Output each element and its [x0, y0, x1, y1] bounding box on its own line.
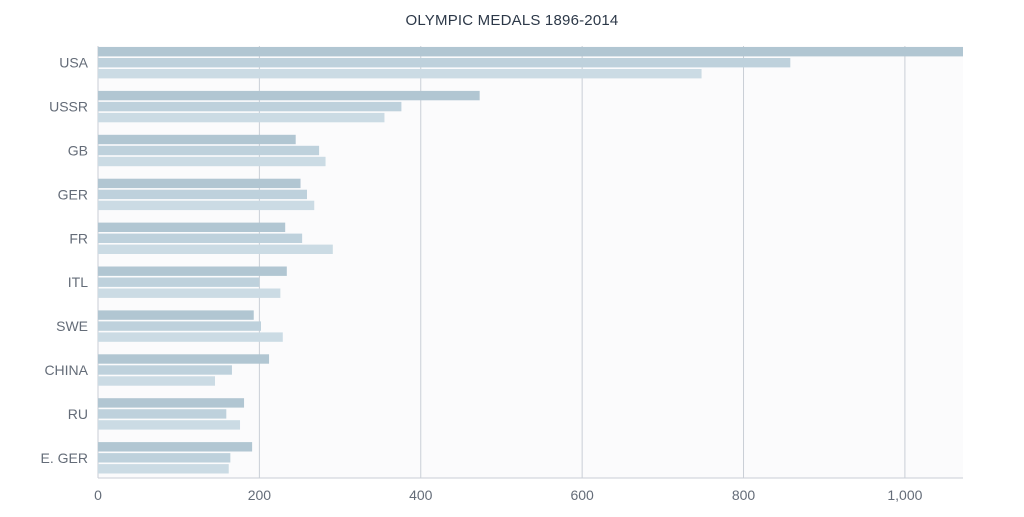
bar-ger-3 — [98, 200, 315, 211]
bar-e-ger-3 — [98, 464, 229, 474]
bar-ussr-3 — [98, 112, 385, 123]
bar-ussr-2 — [98, 101, 402, 112]
bar-fr-2 — [98, 233, 303, 243]
category-label: E. GER — [41, 450, 88, 466]
bar-ru-1 — [98, 398, 245, 408]
bar-gb-2 — [98, 145, 320, 156]
bar-china-3 — [98, 376, 216, 386]
bar-china-1 — [98, 354, 270, 364]
bars — [98, 47, 963, 474]
x-tick-label: 800 — [732, 487, 756, 503]
bar-swe-2 — [98, 321, 261, 331]
bar-itl-1 — [98, 266, 287, 276]
x-axis-labels: 0 200 400 600 800 1,000 — [94, 487, 923, 503]
category-label: GB — [68, 143, 88, 159]
bar-itl-3 — [98, 288, 281, 298]
chart-title: OLYMPIC MEDALS 1896-2014 — [405, 12, 619, 29]
bar-ger-1 — [98, 178, 301, 189]
x-tick-label: 200 — [248, 487, 272, 503]
category-label: FR — [69, 230, 88, 246]
x-tick-label: 0 — [94, 487, 102, 503]
bar-ussr-1 — [98, 90, 480, 101]
bar-swe-3 — [98, 332, 283, 342]
bar-gb-1 — [98, 134, 296, 145]
y-axis-labels: USA USSR GB GER FR ITL SWE CHINA RU E. GER — [41, 55, 89, 466]
category-label: USSR — [49, 99, 88, 115]
bar-swe-1 — [98, 310, 254, 320]
bar-ger-2 — [98, 189, 307, 200]
category-label: CHINA — [44, 362, 88, 378]
bar-itl-2 — [98, 277, 260, 287]
bar-usa-1 — [98, 47, 963, 57]
bar-gb-3 — [98, 156, 326, 167]
bar-e-ger-1 — [98, 442, 253, 452]
category-label: GER — [58, 186, 88, 202]
bar-usa-3 — [98, 69, 702, 79]
bar-usa-2 — [98, 58, 791, 68]
bar-fr-3 — [98, 244, 333, 254]
bar-ru-3 — [98, 420, 241, 430]
category-label: RU — [68, 406, 88, 422]
x-tick-label: 1,000 — [887, 487, 922, 503]
bar-e-ger-2 — [98, 453, 231, 463]
category-label: ITL — [68, 274, 88, 290]
x-tick-label: 600 — [570, 487, 594, 503]
bar-china-2 — [98, 365, 232, 375]
bar-fr-1 — [98, 222, 286, 232]
category-label: USA — [59, 55, 88, 71]
category-label: SWE — [56, 318, 88, 334]
x-tick-label: 400 — [409, 487, 433, 503]
bar-ru-2 — [98, 409, 227, 419]
